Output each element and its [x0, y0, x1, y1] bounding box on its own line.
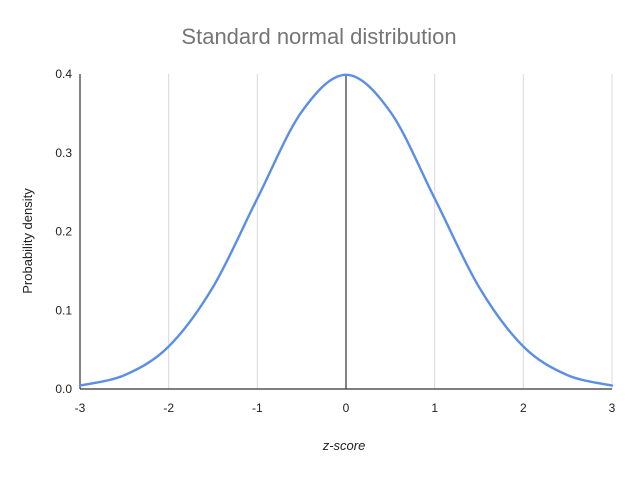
y-axis-label: Probability density [20, 188, 35, 294]
y-tick-label-2: 0.2 [55, 225, 72, 239]
x-tick-label-5: 2 [520, 401, 527, 415]
axes-layer [79, 74, 612, 390]
tick-label-layer: -3 -2 -1 0 1 2 3 0.0 0.1 0.2 0.3 0.4 [55, 67, 615, 415]
x-axis-label: z-score [322, 438, 366, 453]
y-tick-label-1: 0.1 [55, 303, 72, 317]
x-tick-label-3: 0 [343, 401, 350, 415]
x-tick-label-0: -3 [75, 401, 86, 415]
y-tick-label-3: 0.3 [55, 146, 72, 160]
x-tick-label-2: -1 [252, 401, 263, 415]
normal-curve-series-0 [78, 73, 614, 387]
series-layer [78, 73, 614, 387]
x-tick-label-6: 3 [609, 401, 616, 415]
y-tick-label-4: 0.4 [55, 67, 72, 81]
x-tick-label-4: 1 [431, 401, 438, 415]
chart-title: Standard normal distribution [181, 24, 456, 49]
x-tick-label-1: -2 [163, 401, 174, 415]
y-tick-label-0: 0.0 [55, 382, 72, 396]
